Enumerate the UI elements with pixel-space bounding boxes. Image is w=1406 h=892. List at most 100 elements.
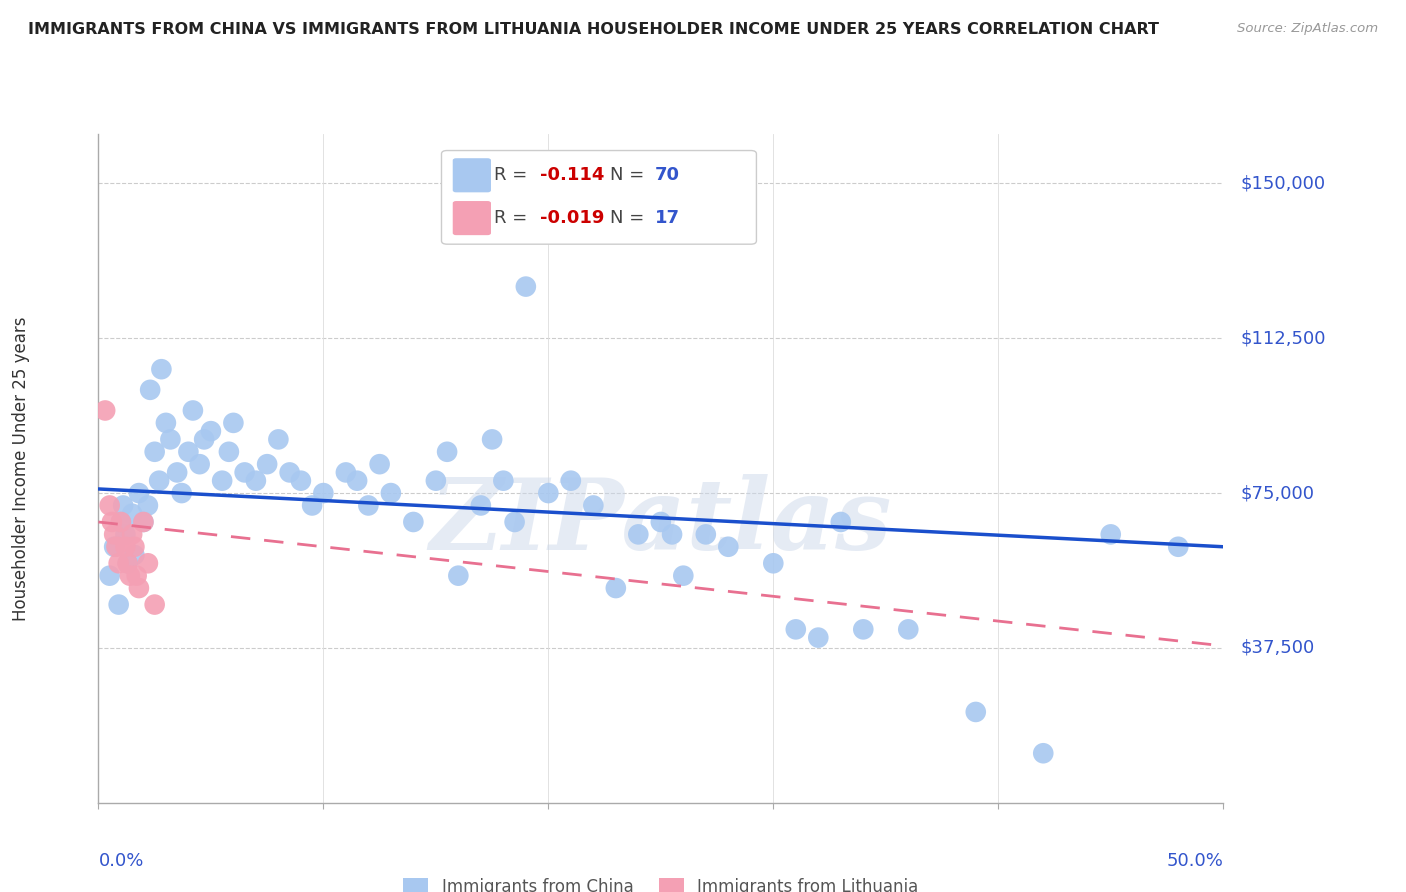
Point — [537, 486, 560, 500]
Point — [107, 556, 129, 570]
Text: $112,500: $112,500 — [1240, 329, 1326, 347]
Point — [124, 548, 146, 562]
Point — [143, 598, 166, 612]
Point — [159, 433, 181, 447]
Point — [98, 568, 121, 582]
Point — [717, 540, 740, 554]
FancyBboxPatch shape — [453, 201, 491, 235]
Point — [380, 486, 402, 500]
Text: 70: 70 — [655, 166, 681, 185]
Point — [368, 457, 391, 471]
Point — [965, 705, 987, 719]
Point — [148, 474, 170, 488]
Point — [470, 499, 492, 513]
Point — [155, 416, 177, 430]
Point — [103, 540, 125, 554]
Point — [481, 433, 503, 447]
Point — [121, 507, 143, 521]
Point — [188, 457, 211, 471]
Point — [117, 556, 139, 570]
Point — [785, 623, 807, 637]
Point — [346, 474, 368, 488]
Point — [222, 416, 245, 430]
Text: -0.114: -0.114 — [540, 166, 605, 185]
Point — [357, 499, 380, 513]
Point — [503, 515, 526, 529]
Text: Source: ZipAtlas.com: Source: ZipAtlas.com — [1237, 22, 1378, 36]
Point — [560, 474, 582, 488]
Point — [256, 457, 278, 471]
Point — [143, 444, 166, 458]
Point — [425, 474, 447, 488]
Point — [211, 474, 233, 488]
Point — [852, 623, 875, 637]
Point — [402, 515, 425, 529]
Point — [101, 515, 124, 529]
Point — [515, 279, 537, 293]
Point — [447, 568, 470, 582]
Point — [139, 383, 162, 397]
Point — [312, 486, 335, 500]
Point — [114, 540, 136, 554]
Point — [117, 556, 139, 570]
Point — [124, 540, 146, 554]
Point — [897, 623, 920, 637]
Point — [1167, 540, 1189, 554]
FancyBboxPatch shape — [453, 158, 491, 193]
Text: R =: R = — [495, 166, 533, 185]
Point — [335, 466, 357, 480]
Point — [170, 486, 193, 500]
Point — [107, 598, 129, 612]
Text: $150,000: $150,000 — [1240, 174, 1326, 193]
Text: $37,500: $37,500 — [1240, 639, 1315, 657]
Point — [121, 527, 143, 541]
Point — [110, 515, 132, 529]
Point — [98, 499, 121, 513]
Point — [132, 515, 155, 529]
Point — [200, 424, 222, 438]
FancyBboxPatch shape — [441, 151, 756, 244]
Point — [290, 474, 312, 488]
Point — [112, 499, 135, 513]
Point — [605, 581, 627, 595]
Point — [128, 486, 150, 500]
Point — [661, 527, 683, 541]
Point — [181, 403, 204, 417]
Point — [114, 527, 136, 541]
Point — [582, 499, 605, 513]
Text: 50.0%: 50.0% — [1167, 852, 1223, 870]
Point — [672, 568, 695, 582]
Text: 0.0%: 0.0% — [98, 852, 143, 870]
Text: ZIPatlas: ZIPatlas — [430, 474, 891, 570]
Point — [267, 433, 290, 447]
Point — [627, 527, 650, 541]
Point — [830, 515, 852, 529]
Point — [650, 515, 672, 529]
Point — [301, 499, 323, 513]
Point — [762, 556, 785, 570]
Point — [105, 540, 128, 554]
Point — [1032, 746, 1054, 760]
Point — [807, 631, 830, 645]
Text: -0.019: -0.019 — [540, 209, 605, 227]
Point — [436, 444, 458, 458]
Point — [103, 527, 125, 541]
Point — [177, 444, 200, 458]
Point — [278, 466, 301, 480]
Text: R =: R = — [495, 209, 533, 227]
Point — [1099, 527, 1122, 541]
Point — [94, 403, 117, 417]
Point — [136, 499, 159, 513]
Text: IMMIGRANTS FROM CHINA VS IMMIGRANTS FROM LITHUANIA HOUSEHOLDER INCOME UNDER 25 Y: IMMIGRANTS FROM CHINA VS IMMIGRANTS FROM… — [28, 22, 1159, 37]
Point — [136, 556, 159, 570]
Point — [110, 515, 132, 529]
Text: N =: N = — [610, 209, 650, 227]
Point — [695, 527, 717, 541]
Text: 17: 17 — [655, 209, 681, 227]
Text: $75,000: $75,000 — [1240, 484, 1315, 502]
Legend: Immigrants from China, Immigrants from Lithuania: Immigrants from China, Immigrants from L… — [396, 871, 925, 892]
Point — [218, 444, 240, 458]
Point — [150, 362, 173, 376]
Point — [118, 568, 141, 582]
Point — [166, 466, 188, 480]
